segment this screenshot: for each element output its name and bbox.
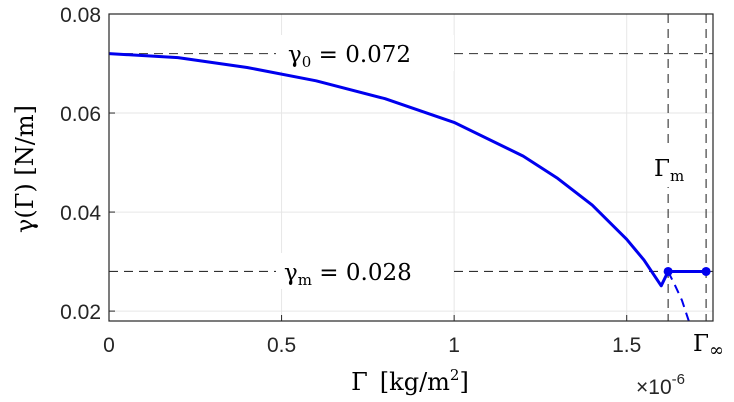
gamma0-sub: 0 [302, 53, 312, 71]
x-tick-label: 1 [448, 334, 460, 357]
y-axis-label: γ(Γ) [N/m] [11, 105, 39, 233]
Gammainf-base: Γ [693, 331, 709, 357]
series-solid-line [108, 52, 670, 288]
axes [108, 13, 714, 322]
x-axis-unit-close: ] [459, 368, 468, 396]
gammam-base: γ [284, 260, 298, 286]
x-tick-label: 0 [103, 334, 115, 357]
y-tick-label: 0.04 [60, 202, 101, 225]
gamma0-annotation: γ0 = 0.072 [288, 42, 411, 71]
tick-labels: 0 0.5 1 1.5 0.02 0.04 0.06 0.08 [60, 4, 641, 357]
gammam-sub: m [298, 271, 312, 289]
axes-box [108, 13, 714, 322]
x-exponent-base: ×10 [636, 376, 672, 399]
y-tick-label: 0.08 [60, 4, 101, 27]
Gammainf-sub: ∞ [709, 340, 724, 361]
series-marker [701, 266, 711, 276]
series-marker [663, 266, 673, 276]
series-dashed-line [667, 271, 690, 322]
x-axis-symbol: Γ [351, 368, 368, 396]
data-series [108, 52, 711, 322]
x-axis-exponent: ×10-6 [636, 371, 685, 399]
Gammam-annotation: Γm [654, 156, 684, 185]
y-tick-label: 0.02 [60, 301, 101, 324]
gammam-value: = 0.028 [312, 260, 412, 286]
y-tick-label: 0.06 [60, 103, 101, 126]
x-axis-unit-sup: 2 [450, 366, 460, 384]
x-axis-label: Γ [kg/m2] [351, 366, 469, 396]
x-exponent-power: -6 [672, 371, 685, 388]
x-axis-unit-open: [kg/m [380, 368, 450, 396]
Gammam-sub: m [670, 167, 684, 185]
gammam-annotation: γm = 0.028 [284, 260, 412, 289]
gammam-label-background [276, 253, 451, 289]
x-tick-label: 0.5 [267, 334, 296, 357]
Gammam-label-background [651, 145, 695, 187]
Gammainf-annotation: Γ∞ [693, 331, 724, 361]
gamma0-label-background [276, 35, 454, 71]
x-tick-label: 1.5 [612, 334, 641, 357]
Gammam-base: Γ [654, 156, 670, 182]
gamma0-base: γ [288, 42, 302, 68]
gamma0-value: = 0.072 [311, 42, 411, 68]
